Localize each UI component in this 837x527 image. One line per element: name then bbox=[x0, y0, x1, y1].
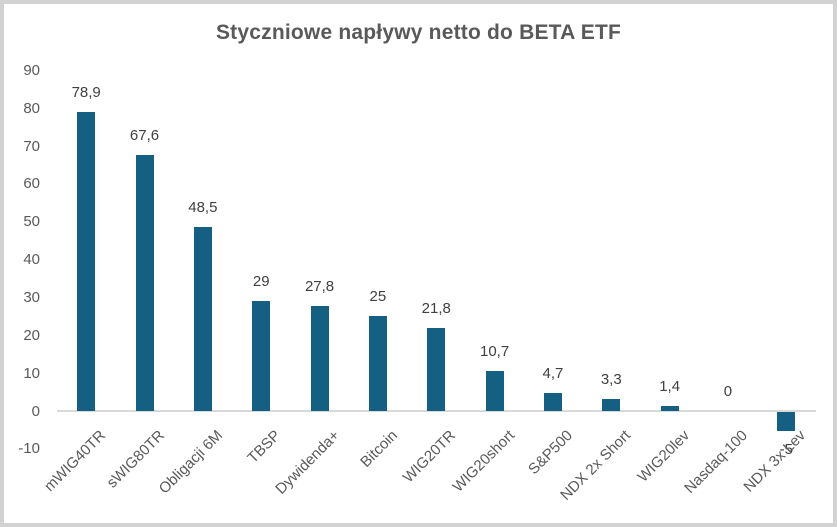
data-label-S&P500: 4,7 bbox=[542, 365, 564, 383]
data-label-Dywidenda+: 27,8 bbox=[304, 277, 335, 295]
data-label-TBSP: 29 bbox=[252, 273, 270, 291]
bar-Obligacji 6M bbox=[193, 227, 212, 411]
data-label-Bitcoin: 25 bbox=[369, 288, 387, 306]
data-label-WIG20short: 10,7 bbox=[479, 342, 510, 360]
y-axis-tick-label: 0 bbox=[31, 402, 40, 420]
y-axis-tick-label: 70 bbox=[23, 137, 40, 155]
data-label-NDX 3x Lev: -5 bbox=[779, 440, 793, 458]
y-axis-tick-label: 20 bbox=[23, 326, 40, 344]
data-label-Obligacji 6M: 48,5 bbox=[188, 199, 218, 217]
data-label-Nasdaq-100: 0 bbox=[723, 383, 733, 400]
bar-Bitcoin bbox=[368, 316, 387, 411]
bar-NDX 3x Lev bbox=[777, 412, 796, 431]
bar-sWIG80TR bbox=[135, 155, 154, 411]
y-axis-tick-label: 10 bbox=[23, 364, 40, 382]
bar-WIG20lev bbox=[660, 405, 679, 411]
y-axis-tick-label: 40 bbox=[23, 251, 40, 269]
bar-mWIG40TR bbox=[77, 112, 96, 411]
data-label-NDX 2x Short: 3,3 bbox=[600, 370, 622, 388]
bar-S&P500 bbox=[543, 393, 562, 411]
bar-NDX 2x Short bbox=[602, 398, 621, 411]
y-axis-tick-label: 80 bbox=[23, 99, 40, 117]
data-label-WIG20TR: 21,8 bbox=[421, 300, 451, 318]
y-axis-tick-label: -10 bbox=[18, 440, 40, 458]
y-axis-tick-label: 60 bbox=[23, 175, 40, 193]
data-label-WIG20lev: 1,4 bbox=[659, 377, 681, 395]
y-axis-tick-label: 30 bbox=[23, 288, 40, 306]
data-label-mWIG40TR: 78,9 bbox=[71, 84, 101, 102]
y-axis-tick-label: 90 bbox=[23, 61, 40, 79]
bar-TBSP bbox=[252, 301, 271, 411]
bar-WIG20short bbox=[485, 370, 504, 411]
chart-title: Styczniowe napływy netto do BETA ETF bbox=[215, 21, 622, 44]
bar-WIG20TR bbox=[427, 328, 446, 411]
y-axis-tick-label: 50 bbox=[23, 213, 40, 231]
bar-Dywidenda+ bbox=[310, 305, 329, 411]
data-label-sWIG80TR: 67,6 bbox=[129, 127, 160, 145]
